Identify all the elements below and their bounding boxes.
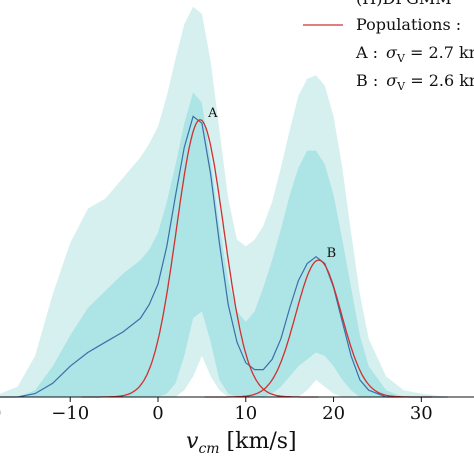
x-tick-label: 10 [234, 403, 257, 424]
legend-label-hdpgmm: (H)DPGMM [356, 0, 452, 8]
legend-note-a-sigma: σ [386, 43, 398, 62]
x-axis-title-var: v [186, 429, 199, 454]
legend-note-a-prefix: A : [355, 43, 378, 62]
legend-note-b-sigma: σ [386, 71, 398, 90]
peak-labels: AB [207, 106, 336, 261]
population-curve-b [204, 259, 432, 398]
legend-note-b-sub: V [396, 80, 406, 93]
legend-note-b-prefix: B : [356, 71, 378, 90]
legend-label-populations: Populations : [356, 15, 461, 34]
x-tick-label: 30 [410, 403, 433, 424]
x-axis-title: vcm [km/s] [186, 429, 297, 457]
median-density-line [0, 115, 448, 398]
density-lines [0, 115, 448, 398]
x-axis-title-sub: cm [198, 441, 219, 457]
x-axis: −20 −10 0 10 20 30 [0, 396, 474, 424]
credible-bands [0, 6, 448, 397]
peak-label-b: B [327, 246, 337, 261]
legend-note-a-text: = 2.7 km/s [405, 43, 474, 62]
x-tick-label: −20 [0, 403, 1, 424]
legend-note-b-text: = 2.6 km/s [405, 71, 474, 90]
x-tick-label: −10 [51, 403, 89, 424]
population-curve-a [81, 119, 319, 398]
legend: (H)DPGMM Populations : A :σV = 2.7 km/s … [303, 0, 474, 93]
x-tick-label: 20 [322, 403, 345, 424]
legend-note-a: A : σV = 2.7 km/s [355, 43, 474, 65]
peak-label-a: A [207, 106, 218, 121]
legend-note-a-sub: V [396, 52, 406, 65]
legend-note-b: B : σV = 2.6 km/s [356, 71, 474, 93]
x-axis-title-unit: [km/s] [220, 429, 297, 454]
x-tick-label: 0 [152, 403, 163, 424]
inner-credible-band [0, 92, 448, 397]
